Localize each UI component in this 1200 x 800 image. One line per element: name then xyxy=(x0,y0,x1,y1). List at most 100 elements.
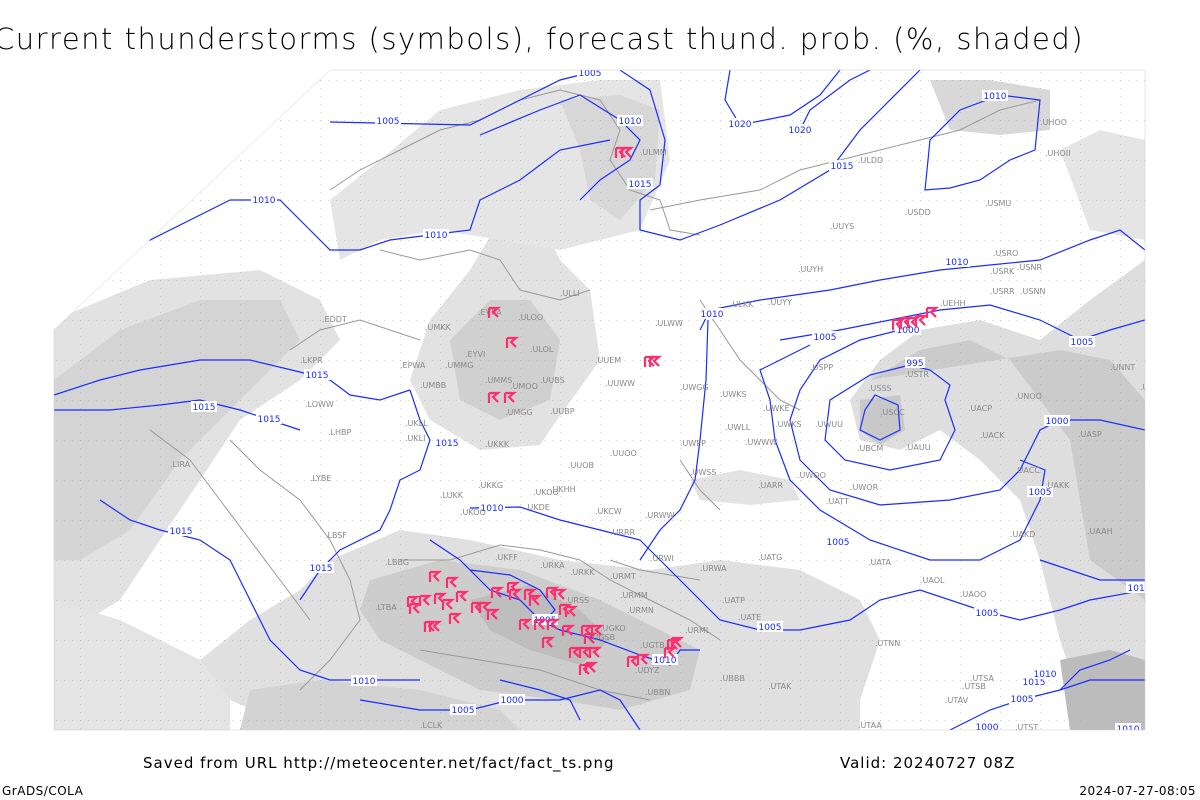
station-label: .UGTB xyxy=(640,641,665,650)
thunderstorm-symbol-icon xyxy=(564,605,579,617)
station-labels: .ULMM .ULDD .USDD .USMU .UUYS .UUYH .ULKK .UUYY… xyxy=(170,118,1165,732)
station-label: .UNBB xyxy=(1140,383,1165,392)
station-label: .URKA xyxy=(540,561,565,570)
isobar-label: 1015 xyxy=(306,371,329,381)
station-label: .UWKS xyxy=(720,390,747,399)
station-label: .ULKK xyxy=(730,300,754,309)
station-label: .URKK xyxy=(570,568,595,577)
station-label: .LUKK xyxy=(440,491,464,500)
thunderstorm-symbol-icon xyxy=(545,586,560,598)
station-label: .UUOB xyxy=(568,461,594,470)
isobar-label: 1005 xyxy=(1029,488,1052,498)
thunderstorm-symbol-icon xyxy=(541,636,556,648)
thunderstorm-symbol-icon xyxy=(648,355,663,367)
station-label: .UAAH xyxy=(1087,527,1113,536)
station-label: .URSS xyxy=(565,596,589,605)
station-label: .UNOO xyxy=(1015,392,1042,401)
isobar-label: 1020 xyxy=(789,126,812,136)
isobar-label: 1015 xyxy=(1128,584,1151,594)
station-label: .UUWW xyxy=(605,379,635,388)
station-label: .USMU xyxy=(985,199,1011,208)
station-label: .UKOO xyxy=(460,508,486,517)
thunderstorm-symbol-icon xyxy=(490,586,505,598)
isobar-label: 1010 xyxy=(353,677,376,687)
thunderstorm-symbol-icon xyxy=(428,570,443,582)
thunderstorm-symbol-icon xyxy=(568,646,583,658)
station-label: .USPP xyxy=(810,363,833,372)
station-label: .UTST xyxy=(1015,723,1038,732)
isobar-label: 1000 xyxy=(897,326,920,336)
station-label: .UMKK xyxy=(425,323,452,332)
isobar-label: 995 xyxy=(906,359,923,369)
isobars xyxy=(54,70,1145,730)
station-label: .UWPP xyxy=(680,439,706,448)
station-label: .UWSS xyxy=(690,468,716,477)
isobar-label: 1010 xyxy=(701,310,724,320)
station-label: .UKFF xyxy=(495,553,518,562)
thunderstorm-symbol-icon xyxy=(914,314,929,326)
isobar-label: 1000 xyxy=(976,723,999,733)
station-label: .UGKO xyxy=(600,624,626,633)
station-label: .UMBB xyxy=(420,381,446,390)
station-label: .UWOO xyxy=(797,471,826,480)
thunderstorm-symbol-icon xyxy=(561,624,576,636)
station-label: .UKDE xyxy=(525,503,550,512)
thunderstorm-symbols xyxy=(406,146,940,675)
station-label: .UMMS xyxy=(485,376,512,385)
station-label: .ULLI xyxy=(560,289,580,298)
isobar-label: 1005 xyxy=(452,706,475,716)
station-label: .UARR xyxy=(758,481,783,490)
thunderstorm-symbol-icon xyxy=(448,612,463,624)
station-label: .USRR xyxy=(990,287,1015,296)
station-label: .UBBN xyxy=(645,688,670,697)
station-label: .URML xyxy=(685,626,711,635)
thunderstorm-symbol-icon xyxy=(503,391,518,403)
station-label: .UHOII xyxy=(1045,149,1070,158)
station-label: .UUBP xyxy=(550,407,575,416)
station-label: .UDYZ xyxy=(635,666,660,675)
isobar-label: 1015 xyxy=(1023,678,1046,688)
station-label: .UBBB xyxy=(720,674,745,683)
thunderstorm-symbol-icon xyxy=(925,306,940,318)
thunderstorm-symbol-icon xyxy=(508,588,523,600)
station-label: .LOWW xyxy=(305,400,334,409)
thunderstorm-symbol-icon xyxy=(470,601,485,613)
thunderstorm-symbol-icon xyxy=(428,620,443,632)
station-label: .LYBE xyxy=(310,474,331,483)
station-label: .ULOO xyxy=(518,313,543,322)
thunderstorm-symbol-icon xyxy=(441,598,456,610)
station-label: .URWW xyxy=(645,511,675,520)
thunderstorm-symbol-icon xyxy=(505,336,520,348)
station-label: .UWGG xyxy=(680,383,709,392)
isobar-label: 1005 xyxy=(759,623,782,633)
thunderstorm-symbol-icon xyxy=(445,576,460,588)
station-label: .URWI xyxy=(650,554,674,563)
isobar-label: 1010 xyxy=(654,656,677,666)
station-label: .USRK xyxy=(990,267,1015,276)
station-label: .UTSB xyxy=(962,682,986,691)
isobar-label: 1010 xyxy=(425,231,448,241)
thunderstorm-symbol-icon xyxy=(620,146,635,158)
station-label: .UAOO xyxy=(960,590,986,599)
station-label: .EDDT xyxy=(322,315,347,324)
station-label: .URMM xyxy=(620,591,648,600)
station-label: .URMN xyxy=(627,606,654,615)
station-label: .UHOO xyxy=(1040,118,1067,127)
station-label: .UTAA xyxy=(858,721,882,730)
station-label: .URMT xyxy=(610,572,636,581)
station-label: .UWUU xyxy=(815,420,843,429)
station-label: .UAKK xyxy=(1045,481,1070,490)
station-label: .ULMM xyxy=(640,148,667,157)
isobar-label: 1015 xyxy=(436,439,459,449)
thunderstorm-symbol-icon xyxy=(553,588,568,600)
station-label: .UKCW xyxy=(595,507,622,516)
isobar-label: 1005 xyxy=(827,538,850,548)
isobar-label: 1005 xyxy=(1011,695,1034,705)
station-label: .UACP xyxy=(968,404,992,413)
station-label: .URWA xyxy=(700,564,727,573)
isobar-label: 1015 xyxy=(831,162,854,172)
coastlines xyxy=(149,89,1041,701)
station-label: .UMOO xyxy=(510,382,538,391)
